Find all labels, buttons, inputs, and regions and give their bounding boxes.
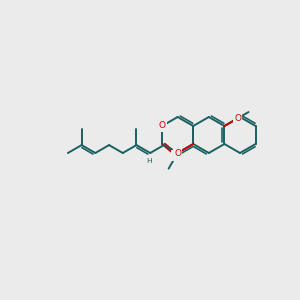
Text: O: O — [159, 122, 166, 130]
Text: O: O — [174, 148, 181, 158]
Text: O: O — [234, 114, 241, 123]
Text: H: H — [146, 158, 152, 164]
Text: O: O — [172, 151, 179, 160]
